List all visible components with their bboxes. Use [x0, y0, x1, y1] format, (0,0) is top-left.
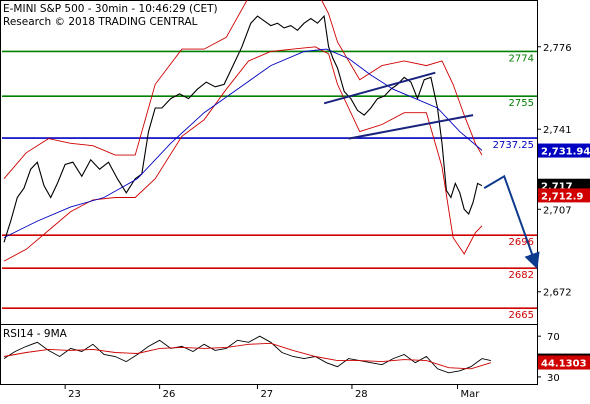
price-ytick-label-2: 2,707 [543, 205, 572, 216]
trendline-0 [323, 71, 436, 105]
price-tag-0: 2,731.94 [538, 143, 590, 158]
rsi-tag-bg-1 [538, 355, 590, 370]
xtick-label-1: 26 [163, 389, 176, 400]
arrow-2 [483, 174, 540, 270]
level-label-3: 2696 [509, 237, 534, 248]
rsi-tag-1: 44.1303 [538, 355, 590, 370]
price-tag-label-0: 2,731.94 [541, 147, 590, 158]
chart-title: E-MINI S&P 500 - 30min - 10:46:29 (CET) [3, 3, 218, 15]
price-tag-2: 2,712.9 [538, 188, 590, 203]
chart-credit: Research © 2018 TRADING CENTRAL [3, 16, 198, 28]
rsi-ytick-label-0: 70 [547, 332, 560, 343]
level-label-4: 2682 [509, 270, 534, 281]
rsi-tag-label-1: 44.1303 [541, 359, 587, 370]
price-tag-label-2: 2,712.9 [541, 191, 583, 202]
trendline-1 [348, 114, 474, 140]
level-label-1: 2755 [509, 98, 534, 109]
rsi-ytick-label-1: 30 [547, 373, 560, 384]
levels-layer: 2774 2755 2737.25 2696 2682 2665 [2, 50, 537, 321]
level-label-5: 2665 [509, 310, 534, 321]
level-label-0: 2774 [509, 53, 534, 64]
price-ytick-label-3: 2,672 [543, 288, 572, 299]
price-tag-bg-2 [538, 188, 590, 203]
price-tag-label-1: 2,717 [541, 182, 573, 193]
price-ytick-label-1: 2,741 [543, 125, 572, 136]
rsi-panel-frame [0, 324, 538, 385]
axis-layer: 2,776 2,741 2,707 2,672 23 26 27 28 Mar 70 30 [64, 43, 572, 400]
annotations-layer [323, 71, 540, 270]
xtick-label-2: 27 [260, 389, 273, 400]
price-series-1 [3, 0, 483, 179]
xtick-label-3: 28 [355, 389, 368, 400]
rsi-title: RSI14 - 9MA [3, 328, 68, 340]
level-label-2: 2737.25 [493, 140, 534, 151]
series-layer [3, 0, 483, 262]
price-series-0 [3, 14, 483, 243]
xtick-label-0: 23 [68, 389, 81, 400]
price-ytick-label-0: 2,776 [543, 43, 572, 54]
rsi-series-1 [3, 342, 492, 370]
rsi-layer [3, 335, 492, 374]
price-tag-bg-0 [538, 143, 590, 158]
price-series-3 [3, 48, 483, 239]
xtick-label-4: Mar [461, 389, 481, 400]
